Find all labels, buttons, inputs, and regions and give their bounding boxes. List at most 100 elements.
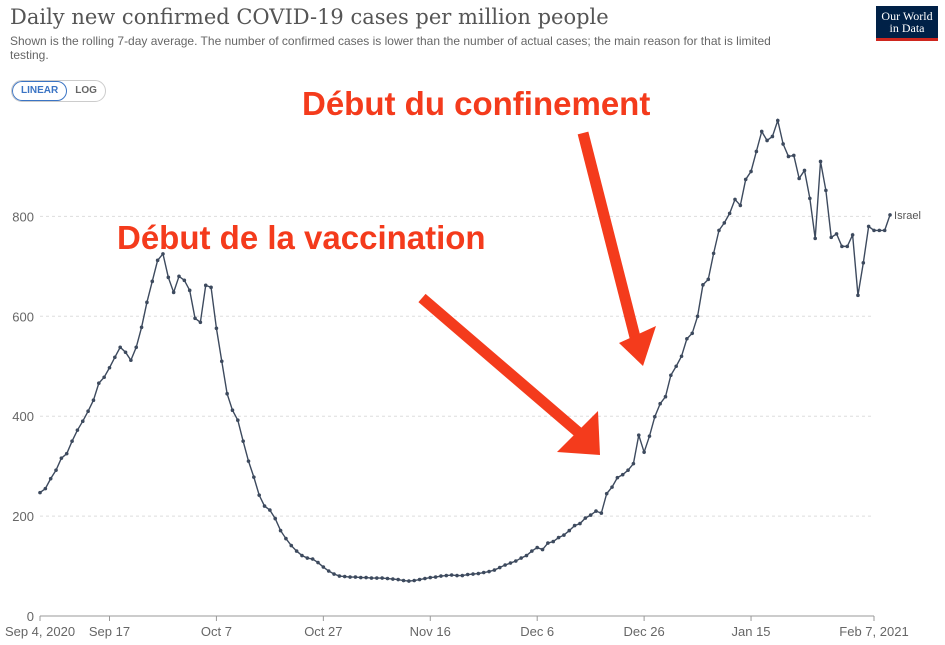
data-point[interactable] <box>588 513 593 517</box>
data-point[interactable] <box>620 472 625 477</box>
data-point[interactable] <box>471 572 475 576</box>
data-point[interactable] <box>829 235 834 240</box>
data-point[interactable] <box>118 345 122 350</box>
data-point[interactable] <box>316 560 320 565</box>
data-point[interactable] <box>342 574 347 579</box>
data-point[interactable] <box>492 568 497 572</box>
data-point[interactable] <box>428 575 433 580</box>
data-point[interactable] <box>765 138 769 143</box>
data-point[interactable] <box>273 516 278 521</box>
data-point[interactable] <box>792 153 796 158</box>
data-point[interactable] <box>129 358 133 363</box>
data-point[interactable] <box>337 574 342 578</box>
data-point[interactable] <box>417 577 422 582</box>
data-point[interactable] <box>824 188 828 193</box>
data-point[interactable] <box>888 213 892 217</box>
data-point[interactable] <box>808 196 812 201</box>
data-point[interactable] <box>171 290 176 295</box>
data-point[interactable] <box>653 414 657 419</box>
data-point[interactable] <box>396 577 400 582</box>
data-point[interactable] <box>321 565 326 569</box>
data-point[interactable] <box>802 168 807 173</box>
data-point[interactable] <box>123 350 128 355</box>
data-point[interactable] <box>203 283 208 288</box>
data-point[interactable] <box>433 575 438 579</box>
data-point[interactable] <box>551 539 556 544</box>
data-point[interactable] <box>145 300 149 305</box>
data-point[interactable] <box>685 336 689 341</box>
data-point[interactable] <box>610 485 614 489</box>
data-point[interactable] <box>578 521 582 526</box>
data-point[interactable] <box>754 149 759 154</box>
data-point[interactable] <box>38 490 42 495</box>
data-point[interactable] <box>305 556 310 560</box>
data-point[interactable] <box>818 159 823 164</box>
data-point[interactable] <box>385 576 390 581</box>
data-point[interactable] <box>449 573 454 577</box>
data-point[interactable] <box>626 468 630 472</box>
data-point[interactable] <box>701 283 705 287</box>
data-point[interactable] <box>91 398 96 403</box>
data-point[interactable] <box>380 576 384 580</box>
data-point[interactable] <box>535 545 539 550</box>
data-point[interactable] <box>412 578 417 583</box>
data-point[interactable] <box>75 428 80 432</box>
data-point[interactable] <box>642 450 646 454</box>
data-point[interactable] <box>770 134 775 139</box>
data-point[interactable] <box>738 203 743 208</box>
data-point[interactable] <box>727 211 732 216</box>
data-point[interactable] <box>615 475 620 480</box>
owid-logo[interactable]: Our World in Data <box>876 6 938 41</box>
data-point[interactable] <box>840 244 844 249</box>
data-point[interactable] <box>241 439 245 443</box>
data-point[interactable] <box>695 314 700 319</box>
data-point[interactable] <box>369 576 374 580</box>
data-point[interactable] <box>401 578 406 583</box>
data-point[interactable] <box>845 244 850 249</box>
data-point[interactable] <box>861 261 866 265</box>
data-point[interactable] <box>717 228 721 233</box>
data-point[interactable] <box>48 476 53 481</box>
data-point[interactable] <box>476 571 481 576</box>
data-point[interactable] <box>711 251 716 256</box>
data-point[interactable] <box>294 549 299 553</box>
data-point[interactable] <box>214 326 219 331</box>
data-point[interactable] <box>679 354 684 359</box>
data-point[interactable] <box>300 553 304 558</box>
data-point[interactable] <box>866 224 871 229</box>
data-point[interactable] <box>187 288 192 293</box>
data-point[interactable] <box>59 456 64 460</box>
data-point[interactable] <box>193 316 197 321</box>
data-point[interactable] <box>722 221 727 225</box>
data-point[interactable] <box>278 528 283 533</box>
data-point[interactable] <box>514 559 518 563</box>
data-point[interactable] <box>113 355 117 360</box>
data-point[interactable] <box>497 565 502 570</box>
data-point[interactable] <box>850 233 855 237</box>
data-point[interactable] <box>813 236 817 241</box>
data-point[interactable] <box>246 459 251 463</box>
data-point[interactable] <box>775 118 780 123</box>
data-point[interactable] <box>177 274 181 279</box>
linear-scale-button[interactable]: LINEAR <box>12 81 68 101</box>
data-point[interactable] <box>257 493 261 497</box>
data-point[interactable] <box>230 408 235 413</box>
data-point[interactable] <box>209 285 213 290</box>
data-point[interactable] <box>706 277 711 282</box>
data-point[interactable] <box>594 509 598 513</box>
data-point[interactable] <box>375 576 379 580</box>
data-point[interactable] <box>236 418 240 422</box>
data-point[interactable] <box>289 543 294 548</box>
data-point[interactable] <box>546 541 550 545</box>
data-point[interactable] <box>487 569 491 574</box>
data-point[interactable] <box>647 434 652 438</box>
data-point[interactable] <box>797 176 801 181</box>
data-point[interactable] <box>155 258 160 263</box>
log-scale-button[interactable]: LOG <box>75 85 97 96</box>
data-point[interactable] <box>64 451 69 456</box>
data-point[interactable] <box>310 557 315 561</box>
data-point[interactable] <box>166 275 171 280</box>
data-point[interactable] <box>834 232 839 236</box>
data-point[interactable] <box>599 511 604 515</box>
data-point[interactable] <box>877 228 882 233</box>
